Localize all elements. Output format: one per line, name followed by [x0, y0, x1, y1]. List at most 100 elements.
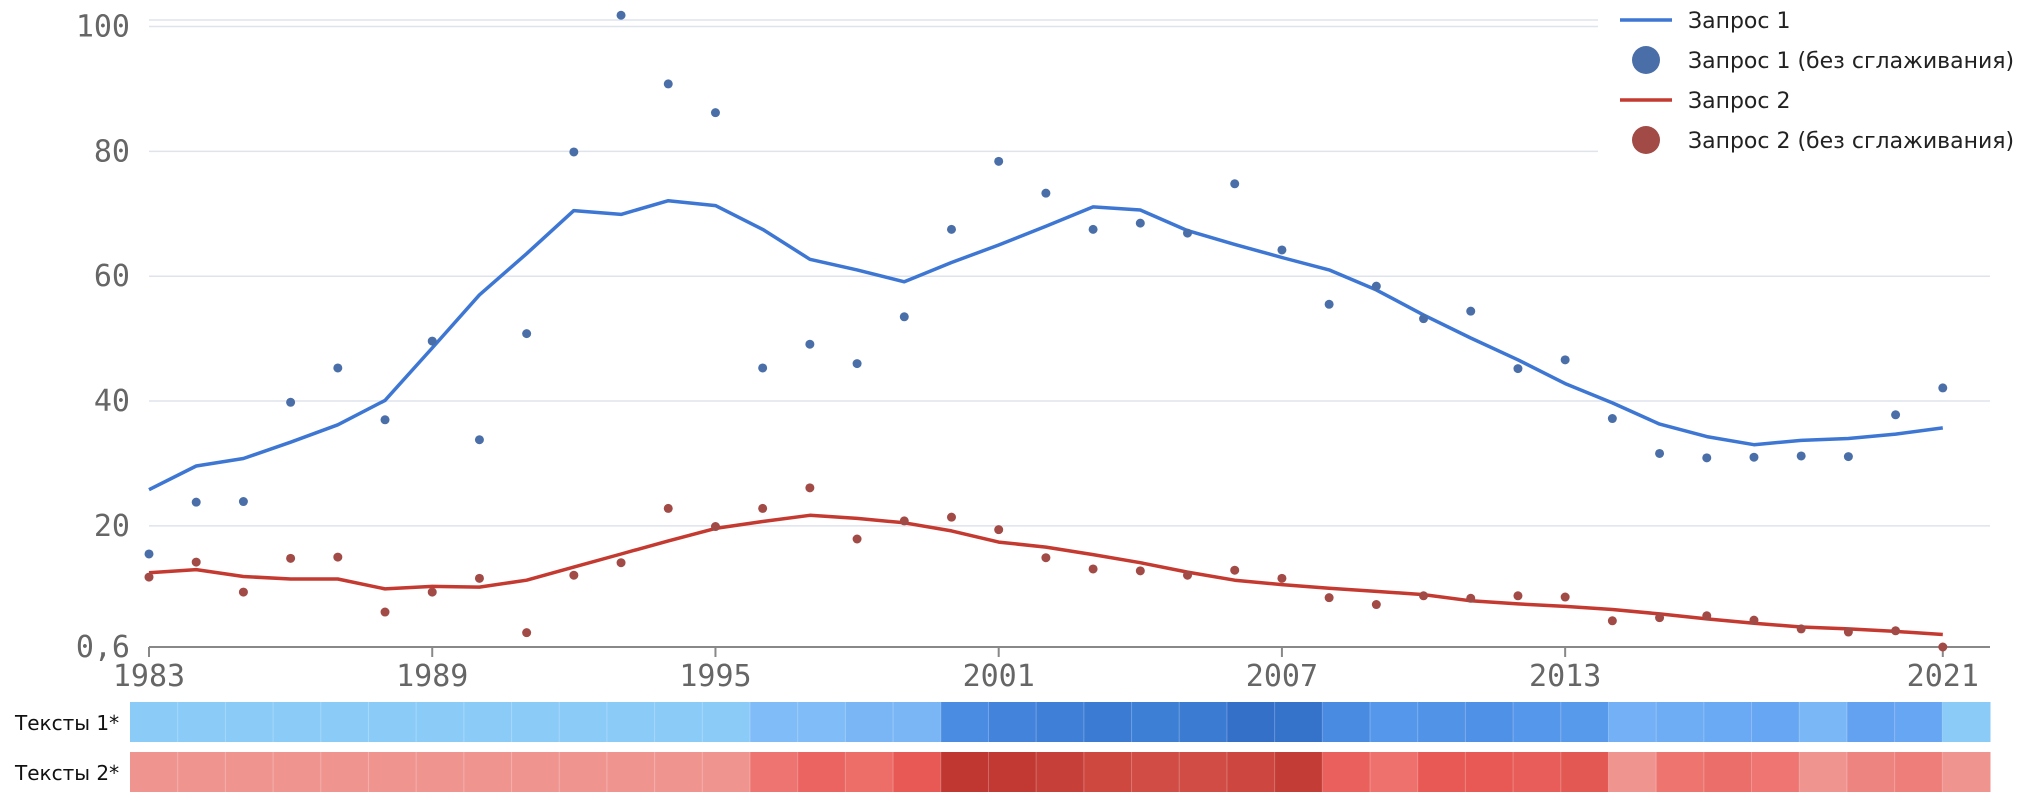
heat-cell — [1036, 752, 1085, 792]
heat-cell — [893, 752, 942, 792]
heat-cell — [1942, 702, 1991, 742]
data-point — [663, 79, 673, 89]
data-point — [569, 570, 579, 580]
heat-cell — [1370, 702, 1419, 742]
data-point — [1843, 627, 1853, 637]
data-point — [1324, 593, 1334, 603]
heat-cell — [1465, 702, 1514, 742]
data-point — [1277, 573, 1287, 583]
x-axis: 1983 1989 1995 2001 2007 2013 2021 — [113, 646, 1990, 694]
heat-cell — [1656, 702, 1705, 742]
heat-cell — [1846, 752, 1896, 792]
heat-cell — [1131, 752, 1180, 792]
heat-cell — [1417, 702, 1466, 742]
data-point — [144, 549, 154, 559]
data-point — [1655, 613, 1665, 623]
heat-cell — [1513, 752, 1562, 792]
heat-cell — [750, 752, 799, 792]
heat-cell — [702, 752, 751, 792]
legend-item[interactable]: Запрос 2 (без сглаживания) — [1632, 126, 2014, 154]
legend-item[interactable]: Запрос 1 (без сглаживания) — [1632, 46, 2014, 74]
data-point — [569, 147, 579, 157]
heat-cell — [845, 702, 894, 742]
data-point — [1371, 281, 1381, 291]
heat-cell — [416, 702, 465, 742]
heat-cell — [511, 702, 560, 742]
series-line-3 — [148, 513, 1943, 637]
data-point — [1183, 228, 1193, 238]
data-point — [286, 397, 296, 407]
heat-rows: Тексты 1* Тексты 2* — [14, 702, 1991, 792]
heat-cell — [320, 702, 369, 742]
heat-cell — [606, 752, 656, 792]
data-point — [1371, 600, 1381, 610]
data-point — [1749, 615, 1759, 625]
heat-cell — [130, 752, 179, 792]
x-tick-label: 2007 — [1246, 659, 1318, 694]
heat-cell — [1226, 702, 1276, 742]
legend[interactable]: Запрос 1 Запрос 1 (без сглаживания) Запрос… — [1620, 9, 2014, 154]
heat-cell — [702, 702, 751, 742]
data-point — [1938, 383, 1948, 393]
data-point — [1513, 591, 1523, 601]
data-point — [191, 497, 201, 507]
data-point — [994, 525, 1004, 535]
legend-item[interactable]: Запрос 1 — [1620, 9, 1790, 34]
y-tick-label: 80 — [94, 134, 130, 169]
heat-cell — [1083, 752, 1133, 792]
heat-cell — [273, 752, 322, 792]
data-point — [191, 557, 201, 567]
heat-cell — [1370, 752, 1419, 792]
x-tick-label: 2001 — [963, 659, 1035, 694]
data-point — [1324, 299, 1334, 309]
heat-cell — [1513, 702, 1562, 742]
data-point — [1891, 626, 1901, 636]
data-point — [522, 329, 532, 339]
data-point — [1135, 218, 1145, 228]
data-point — [1230, 179, 1240, 189]
data-point — [899, 312, 909, 322]
heat-cell — [1226, 752, 1276, 792]
data-point — [1560, 592, 1570, 602]
y-tick-label: 0,6 — [76, 630, 130, 665]
heat-cell — [1751, 752, 1800, 792]
legend-dot-swatch — [1632, 46, 1660, 74]
legend-item[interactable]: Запрос 2 — [1620, 89, 1790, 114]
heat-cell — [463, 702, 513, 742]
series-line-1 — [148, 198, 1944, 492]
heat-cell — [1036, 702, 1085, 742]
data-point — [1607, 616, 1617, 626]
data-point — [333, 363, 343, 373]
heat-cell — [320, 752, 369, 792]
data-point — [1419, 591, 1429, 601]
heat-cell — [463, 752, 513, 792]
data-point — [994, 156, 1004, 166]
data-point — [1466, 593, 1476, 603]
data-point — [852, 359, 862, 369]
heat-cell — [1894, 702, 1943, 742]
heat-cell — [1083, 702, 1133, 742]
data-point — [474, 435, 484, 445]
data-point — [946, 512, 956, 522]
y-axis-ticks: 100 80 60 40 20 0,6 — [76, 9, 130, 665]
legend-dot-swatch — [1632, 126, 1660, 154]
data-point — [144, 572, 154, 582]
data-point — [710, 522, 720, 532]
heat-cell — [988, 702, 1037, 742]
data-point — [1938, 642, 1948, 652]
data-point — [616, 558, 626, 568]
heat-cell — [559, 702, 608, 742]
heat-cell — [1560, 702, 1609, 742]
heat-cell — [1274, 752, 1323, 792]
data-point — [758, 363, 768, 373]
heat-cell — [654, 702, 703, 742]
data-point — [238, 587, 248, 597]
data-point — [1135, 566, 1145, 576]
heat-cell — [1799, 702, 1848, 742]
heat-cell — [177, 752, 226, 792]
y-tick-label: 60 — [94, 259, 130, 294]
heat-cell — [1942, 752, 1991, 792]
y-tick-label: 100 — [76, 9, 130, 44]
data-point — [474, 573, 484, 583]
